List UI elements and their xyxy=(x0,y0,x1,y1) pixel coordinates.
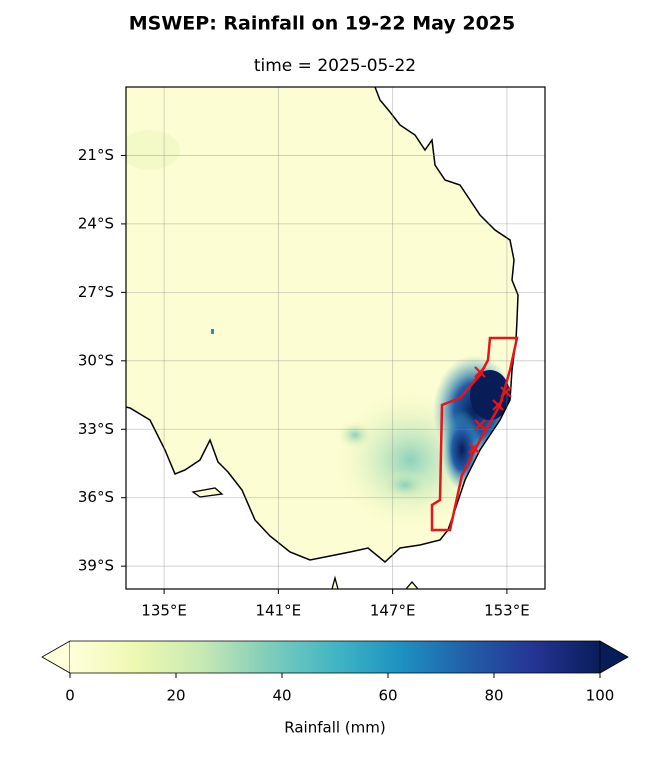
y-tick-label: 39°S xyxy=(78,557,114,575)
region-outline xyxy=(430,336,519,532)
island xyxy=(331,575,339,589)
colorbar-extend-max xyxy=(599,640,629,674)
colorbar-frame xyxy=(70,640,600,674)
colorbar-label: Rainfall (mm) xyxy=(284,719,385,737)
y-tick-label: 24°S xyxy=(78,214,114,232)
colorbar-tick-label: 0 xyxy=(65,687,75,705)
map-frame xyxy=(125,86,546,590)
y-tick-label: 27°S xyxy=(78,283,114,301)
x-tick-label: 147°E xyxy=(370,602,416,620)
subtitle: time = 2025-05-22 xyxy=(254,56,416,76)
markers xyxy=(468,366,512,454)
y-tick-label: 33°S xyxy=(78,420,114,438)
colorbar xyxy=(70,641,600,673)
island xyxy=(405,581,419,589)
rain-field xyxy=(337,421,373,449)
colorbar-tick-label: 80 xyxy=(484,687,503,705)
rain-field xyxy=(380,470,430,500)
map-area xyxy=(126,87,545,589)
x-tick-label: 153°E xyxy=(484,602,530,620)
y-tick-label: 30°S xyxy=(78,351,114,369)
colorbar-tick-label: 40 xyxy=(272,687,291,705)
title: MSWEP: Rainfall on 19-22 May 2025 xyxy=(129,13,516,35)
island xyxy=(191,487,224,498)
rain-field xyxy=(126,130,180,170)
colorbar-tick-label: 20 xyxy=(166,687,185,705)
colorbar-tick-label: 100 xyxy=(586,687,615,705)
y-tick-label: 36°S xyxy=(78,488,114,506)
colorbar-extend-min xyxy=(41,640,71,674)
x-tick-label: 141°E xyxy=(256,602,302,620)
y-tick-label: 21°S xyxy=(78,146,114,164)
x-tick-label: 135°E xyxy=(141,602,187,620)
coastline xyxy=(126,87,519,563)
colorbar-tick-label: 60 xyxy=(378,687,397,705)
rain-spot xyxy=(211,329,214,334)
